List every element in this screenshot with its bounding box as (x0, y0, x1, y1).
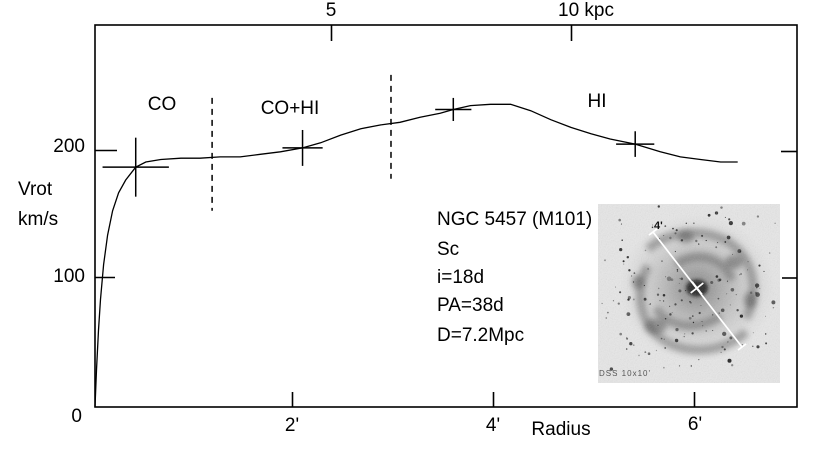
y-tick-label-0: 0 (71, 406, 82, 427)
region-label-co: CO (147, 94, 177, 115)
rotation-curve-line (94, 103, 738, 408)
y-axis-title-vrot: Vrot (18, 179, 53, 200)
region-boundary-dashed-lines (211, 74, 392, 211)
annotation-hubble-type: Sc (437, 239, 460, 260)
data-point-error-bars (102, 97, 655, 197)
photo-grain-overlay (598, 204, 780, 383)
slit-cap-bottom (737, 343, 747, 351)
y-tick-label-100: 100 (53, 266, 85, 287)
x-tick-label-4: 4' (485, 415, 501, 436)
y-axis-title-units: km/s (18, 209, 59, 230)
galaxy-inset-image (598, 204, 780, 383)
x-tick-label-6: 6' (687, 414, 703, 435)
annotation-galaxy-name: NGC 5457 (M101) (437, 209, 593, 230)
y-tick-label-200: 200 (53, 136, 85, 157)
top-tick-label-5: 5 (325, 0, 337, 21)
top-tick-label-10kpc: 10 kpc (558, 0, 614, 21)
center-cross-stroke-2 (690, 282, 704, 294)
inset-caption: DSS 10x10' (599, 369, 651, 378)
plot-frame-and-ticks (94, 24, 798, 408)
region-label-co-hi: CO+HI (260, 98, 320, 119)
region-label-hi: HI (587, 91, 607, 112)
x-axis-title: Radius (531, 419, 591, 440)
annotation-inclination: i=18d (437, 267, 485, 288)
annotation-position-angle: PA=38d (437, 295, 504, 316)
x-tick-label-2: 2' (284, 415, 300, 436)
slit-cap-top (648, 228, 658, 236)
annotation-distance: D=7.2Mpc (437, 325, 525, 346)
inset-scale-label: 4' (654, 220, 663, 232)
plot-frame (94, 24, 798, 408)
slit-measurement-overlay (648, 228, 747, 351)
